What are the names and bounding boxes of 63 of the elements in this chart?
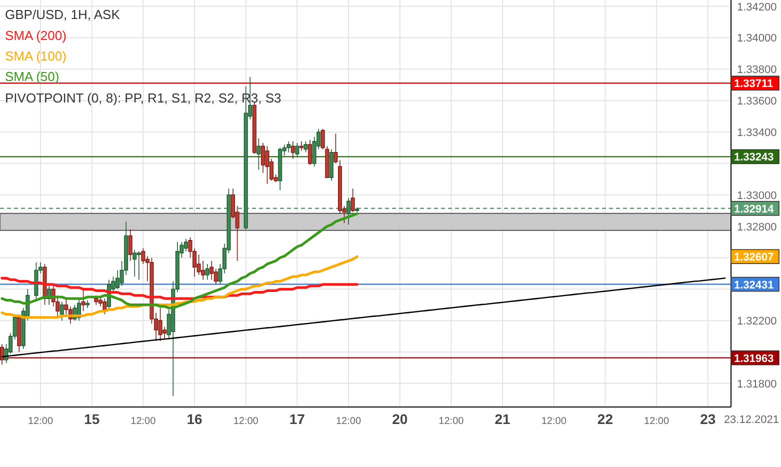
- text: 23.12.2021: [724, 414, 779, 426]
- candlestick: [210, 260, 214, 280]
- candlestick: [158, 308, 162, 342]
- candlestick: [81, 288, 86, 312]
- y-tick-label: 1.33600: [737, 96, 777, 108]
- x-tick-label: 20: [392, 411, 408, 427]
- y-tick-label: 1.32200: [737, 316, 777, 328]
- y-tick-label: 1.34200: [737, 1, 777, 14]
- text: 1.32607: [734, 252, 774, 264]
- x-tick-label: 15: [84, 411, 100, 427]
- candlestick: [205, 264, 210, 280]
- candlestick: [299, 141, 304, 152]
- line-series: [1, 277, 726, 358]
- candlestick: [278, 147, 282, 191]
- x-tick-label: 12:00: [130, 416, 156, 427]
- x-tick-label: 12:00: [233, 416, 259, 427]
- x-tick-label: 16: [186, 411, 203, 427]
- line-series: [0, 255, 358, 319]
- candlestick: [256, 138, 261, 170]
- text: SMA (200): [5, 28, 66, 43]
- line-series: [0, 276, 358, 300]
- x-tick-label: 12:00: [438, 416, 464, 427]
- y-tick-label: 1.32800: [737, 221, 777, 234]
- candlestick: [265, 146, 270, 184]
- x-tick-label: 22: [597, 411, 614, 427]
- x-tick-label: 12:00: [644, 416, 670, 427]
- line-series: [0, 212, 358, 310]
- x-tick-label: 21: [494, 411, 511, 427]
- ref-line-label: 1.32431: [734, 279, 774, 292]
- ref-line-label: 1.31963: [734, 352, 774, 365]
- text: SMA (50): [5, 69, 60, 84]
- candlestick: [350, 188, 355, 213]
- candlestick: [60, 301, 64, 321]
- candlestick: [308, 139, 312, 166]
- text: GBP/USD, 1H, ASK: [5, 7, 120, 22]
- x-tick-label: 12:00: [28, 416, 54, 427]
- candlestick: [86, 300, 90, 308]
- candlestick: [295, 142, 300, 158]
- y-tick-label: 1.34000: [737, 32, 777, 45]
- candlestick: [290, 141, 295, 160]
- text: SMA (100): [5, 48, 66, 64]
- y-tick-label: 1.33000: [737, 190, 777, 202]
- ref-line-label: 1.32914: [734, 203, 775, 216]
- ref-line-label: 1.33711: [734, 78, 774, 90]
- candlestick: [0, 344, 4, 365]
- y-tick-label: 1.33800: [737, 64, 777, 76]
- candlestick: [304, 141, 308, 153]
- candlestick: [346, 198, 351, 226]
- candlestick: [355, 207, 360, 213]
- y-tick-label: 1.31800: [737, 378, 777, 390]
- x-tick-label: 17: [289, 411, 306, 427]
- x-tick-label: 12:00: [541, 416, 567, 427]
- candlestick: [34, 262, 38, 299]
- candlestick: [334, 133, 338, 164]
- ref-line-label: 1.33243: [734, 152, 774, 164]
- x-tick-label: 23: [700, 411, 716, 427]
- candlestick: [128, 229, 132, 262]
- x-tick-label: 12:00: [336, 416, 362, 427]
- candlestick: [132, 249, 137, 277]
- candlestick: [136, 251, 141, 280]
- candlestick: [286, 141, 291, 153]
- candlestick: [329, 148, 334, 182]
- y-tick-label: 1.33400: [737, 127, 777, 139]
